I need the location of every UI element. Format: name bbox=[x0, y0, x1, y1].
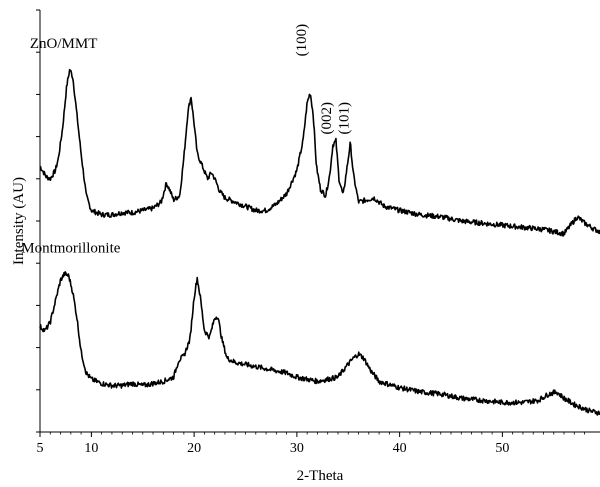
y-ticks bbox=[36, 9, 40, 433]
axes bbox=[39, 10, 600, 433]
x-ticks: 5 10 20 30 40 50 bbox=[37, 432, 585, 456]
x-tick-label: 10 bbox=[84, 441, 98, 456]
annotation-layer: ZnO/MMT Montmorillonite (100) (002) (101) bbox=[21, 24, 352, 257]
series-line-znomm bbox=[39, 68, 600, 237]
series-layer bbox=[39, 68, 600, 416]
annotation-label: ZnO/MMT bbox=[30, 36, 98, 52]
annotation-label: (101) bbox=[336, 102, 352, 135]
x-tick-label: 30 bbox=[290, 441, 304, 456]
annotation-label: (002) bbox=[319, 102, 335, 135]
x-tick-label: 20 bbox=[187, 441, 201, 456]
x-tick-label: 50 bbox=[495, 441, 509, 456]
y-axis-label: Intensity (AU) bbox=[11, 177, 27, 265]
series-line-montmorillonite bbox=[39, 271, 600, 416]
x-tick-label: 40 bbox=[393, 441, 407, 456]
annotation-label: (100) bbox=[294, 24, 310, 57]
annotation-label: Montmorillonite bbox=[21, 241, 121, 257]
x-axis-label: 2-Theta bbox=[297, 468, 344, 484]
x-tick-label: 5 bbox=[37, 441, 44, 456]
